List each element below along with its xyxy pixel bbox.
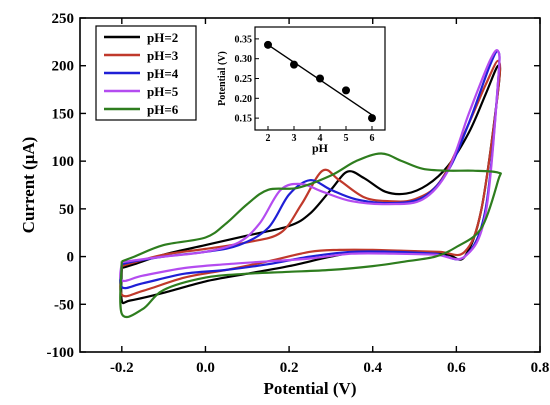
x-tick-label: 0.2: [280, 360, 299, 376]
inset-x-tick-label: 2: [266, 133, 271, 144]
series-line-ph-4: [119, 49, 501, 290]
y-tick-label: 150: [52, 106, 75, 122]
inset-x-tick-label: 4: [318, 133, 323, 144]
inset-data-point: [264, 40, 272, 49]
inset-x-tick-label: 6: [370, 133, 375, 144]
y-tick-label: 200: [52, 59, 75, 75]
series-line-ph-5: [119, 48, 501, 283]
y-tick-label: 250: [52, 11, 75, 27]
series-line-ph-6: [119, 152, 502, 319]
plot-frame: [79, 17, 541, 353]
inset-x-axis-label: pH: [312, 141, 329, 155]
x-tick-label: 0.0: [196, 360, 215, 376]
y-tick-label: 50: [59, 202, 74, 218]
legend-label: pH=4: [147, 66, 179, 81]
x-tick-label: 0.6: [447, 360, 466, 376]
inset-y-tick-label: 0.20: [235, 94, 253, 105]
inset-data-point: [368, 114, 376, 123]
legend-label: pH=5: [147, 84, 179, 99]
x-tick-label: 0.4: [363, 360, 382, 376]
inset-plot: 2 3 4 5 6 0.15 0.20 0.25 0.30 0.35 pH Potential (V): [217, 26, 386, 155]
inset-y-tick-label: 0.15: [235, 114, 253, 125]
x-tick-label: 0.8: [531, 360, 550, 376]
y-tick-label: -100: [47, 345, 75, 361]
inset-x-tick-label: 3: [292, 133, 297, 144]
inset-y-tick-label: 0.30: [235, 54, 253, 65]
y-tick-label: -50: [54, 297, 74, 313]
main-plot: -0.2 0.0 0.2 0.4 0.6 0.8-100-5005010015020025…: [19, 11, 549, 398]
inset-y-tick-label: 0.25: [235, 74, 253, 85]
inset-data-point: [316, 74, 324, 83]
x-axis-label: Potential (V): [263, 379, 356, 398]
legend-label: pH=6: [147, 102, 179, 117]
inset-y-tick-label: 0.35: [235, 34, 253, 45]
legend-label: pH=2: [147, 30, 178, 45]
y-tick-label: 0: [67, 250, 75, 266]
y-axis-label: Current (μA): [19, 137, 38, 234]
x-tick-label: -0.2: [110, 360, 134, 376]
inset-x-tick-label: 5: [344, 133, 349, 144]
inset-data-point: [290, 60, 298, 69]
legend: pH=2 pH=3 pH=4 pH=5 pH=6: [95, 25, 197, 121]
inset-data-point: [342, 86, 350, 95]
y-tick-label: 100: [52, 154, 75, 170]
inset-y-axis-label: Potential (V): [217, 51, 228, 106]
legend-label: pH=3: [147, 48, 179, 63]
